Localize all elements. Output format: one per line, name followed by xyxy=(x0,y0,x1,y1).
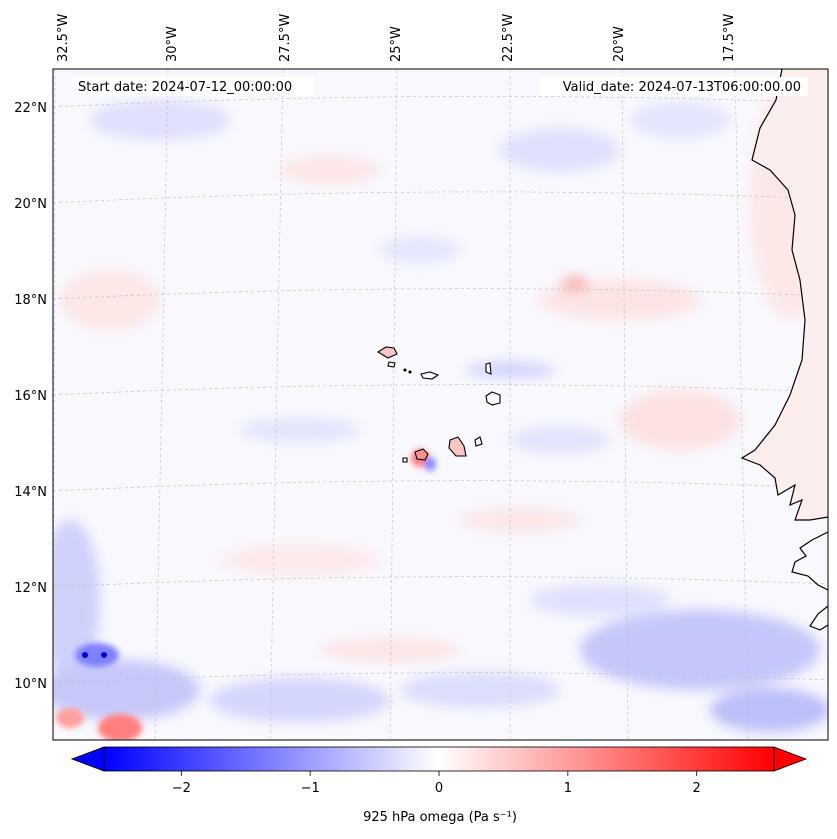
valid-date-label: Valid_date: 2024-07-13T06:00:00.00 xyxy=(563,80,801,95)
colorbar-tick-label: 2 xyxy=(693,781,701,796)
lon-label: 20°W xyxy=(612,26,627,62)
lon-label: 32.5°W xyxy=(56,14,71,62)
colorbar-tick-label: −2 xyxy=(172,781,191,796)
map-frame xyxy=(52,68,829,741)
omega-field xyxy=(53,69,828,740)
strong-ascent-spot xyxy=(101,652,107,658)
lat-label: 16°N xyxy=(14,389,47,404)
lat-label: 10°N xyxy=(14,677,47,692)
lat-label: 22°N xyxy=(14,101,47,116)
africa-land xyxy=(742,69,828,740)
start-date-box xyxy=(72,77,314,96)
colorbar-extend-max xyxy=(773,746,808,772)
lat-label: 20°N xyxy=(14,197,47,212)
map-panel: Start date: 2024-07-12_00:00:00 Valid_da… xyxy=(52,68,829,741)
longitude-labels: 32.5°W 30°W 27.5°W 25°W 22.5°W 20°W 17.5… xyxy=(56,14,737,62)
latitude-labels: 22°N 20°N 18°N 16°N 14°N 12°N 10°N xyxy=(14,101,47,692)
colorbar-tick-label: −1 xyxy=(301,781,320,796)
cape-verde-islands xyxy=(376,346,501,463)
africa-coastline xyxy=(740,69,828,631)
lon-label: 30°W xyxy=(165,26,180,62)
colorbar-gradient xyxy=(103,746,775,772)
lon-label: 25°W xyxy=(389,26,404,62)
colorbar-label: 925 hPa omega (Pa s⁻¹) xyxy=(363,810,517,825)
lat-label: 18°N xyxy=(14,293,47,308)
lon-label: 17.5°W xyxy=(722,14,737,62)
lat-label: 12°N xyxy=(14,581,47,596)
lat-label: 14°N xyxy=(14,485,47,500)
colorbar-ticks: −2 −1 0 1 2 xyxy=(172,771,701,796)
colorbar-extend-min xyxy=(70,746,105,772)
colorbar-tick-label: 1 xyxy=(564,781,572,796)
lon-label: 22.5°W xyxy=(501,14,516,62)
colorbar-tick-label: 0 xyxy=(435,781,443,796)
strong-ascent-spot xyxy=(82,652,88,658)
colorbar: −2 −1 0 1 2 925 hPa omega (Pa s⁻¹) xyxy=(70,746,808,825)
valid-date-box xyxy=(540,77,808,96)
graticule xyxy=(53,69,828,740)
lon-label: 27.5°W xyxy=(278,14,293,62)
start-date-label: Start date: 2024-07-12_00:00:00 xyxy=(78,80,292,95)
